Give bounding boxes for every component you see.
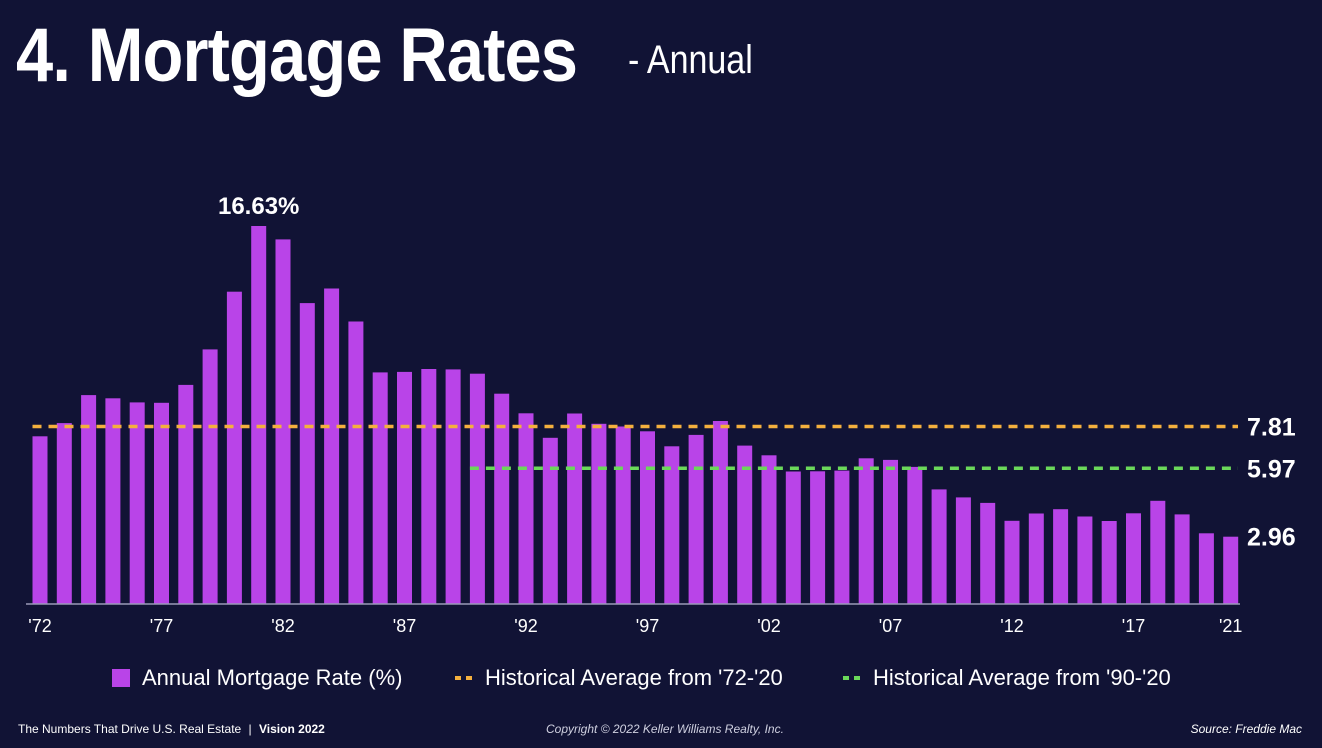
bar-18 (1150, 500, 1166, 604)
bar-73 (56, 423, 72, 604)
bar-75 (105, 398, 121, 604)
bar-77 (154, 402, 169, 604)
bar-92 (518, 413, 534, 604)
bar-79 (202, 349, 218, 604)
reference-line-label: 5.97 (1247, 455, 1296, 483)
bar-04 (810, 471, 826, 604)
bar-90 (469, 373, 485, 604)
bar-10 (955, 497, 971, 604)
bar-72 (32, 436, 48, 604)
x-tick-label: '07 (879, 616, 902, 636)
legend-label-bars: Annual Mortgage Rate (%) (142, 665, 403, 690)
x-tick-label: '02 (757, 616, 780, 636)
x-tick-label: '72 (28, 616, 51, 636)
bar-88 (421, 369, 437, 604)
bar-02 (761, 455, 777, 604)
bar-93 (542, 437, 558, 604)
bar-74 (81, 395, 97, 604)
footer-tagline: The Numbers That Drive U.S. Real Estate … (18, 722, 325, 736)
x-tick-label: '97 (636, 616, 659, 636)
bar-15 (1077, 516, 1093, 604)
legend-item-bars: Annual Mortgage Rate (%) (112, 665, 402, 691)
x-tick-label: '21 (1219, 616, 1242, 636)
bar-17 (1126, 513, 1141, 604)
bar-21 (1223, 536, 1239, 604)
footer-separator: | (248, 722, 252, 736)
bar-12 (1004, 520, 1020, 604)
bar-83 (299, 303, 315, 604)
bar-89 (445, 369, 461, 604)
bar-97 (640, 431, 655, 604)
legend-item-avg-72-20: Historical Average from '72-'20 (455, 665, 783, 691)
bar-98 (664, 446, 680, 604)
bar-20 (1198, 533, 1214, 604)
bar-80 (226, 291, 242, 604)
bar-84 (324, 288, 340, 604)
legend-label-avg-90-20: Historical Average from '90-'20 (873, 665, 1171, 690)
bar-00 (712, 421, 728, 604)
page-title: 4. Mortgage Rates (16, 13, 578, 98)
legend-item-avg-90-20: Historical Average from '90-'20 (843, 665, 1171, 691)
x-tick-label: '17 (1122, 616, 1145, 636)
bar-05 (834, 470, 850, 604)
mortgage-rate-chart: '72 '77 '82 '87 '92 '97 '02 '07 '12 '17 '21 7.81 5.9… (26, 193, 1296, 636)
footer-copyright: Copyright © 2022 Keller Williams Realty,… (546, 722, 784, 736)
bar-94 (567, 413, 583, 604)
bar-85 (348, 321, 364, 604)
x-tick-label: '12 (1000, 616, 1023, 636)
x-tick-label: '87 (393, 616, 416, 636)
reference-line-label: 7.81 (1247, 414, 1296, 442)
x-tick-label: '82 (271, 616, 294, 636)
data-label-last: 2.96 (1247, 524, 1296, 552)
page-subtitle: - Annual (628, 38, 753, 82)
bar-91 (494, 393, 510, 604)
footer-left-text: The Numbers That Drive U.S. Real Estate (18, 722, 242, 736)
bar-13 (1028, 513, 1044, 604)
x-tick-label: '77 (150, 616, 173, 636)
x-tick-label: '92 (514, 616, 537, 636)
bar-19 (1174, 514, 1190, 604)
bar-76 (129, 402, 145, 604)
bar-96 (615, 426, 631, 604)
legend-swatch-bar (112, 669, 130, 687)
legend-dash-orange (455, 676, 473, 680)
bar-81 (251, 226, 267, 604)
bar-01 (737, 445, 753, 604)
footer-source: Source: Freddie Mac (1190, 722, 1302, 736)
bar-16 (1101, 521, 1117, 604)
title-block: 4. Mortgage Rates (16, 12, 654, 99)
bar-86 (372, 372, 388, 604)
chart-legend: Annual Mortgage Rate (%) Historical Aver… (0, 665, 1322, 699)
bar-78 (178, 384, 194, 604)
bar-07 (883, 459, 898, 604)
legend-label-avg-72-20: Historical Average from '72-'20 (485, 665, 783, 690)
bar-95 (591, 423, 607, 604)
bar-09 (931, 489, 947, 604)
bar-99 (688, 434, 704, 604)
bar-03 (785, 471, 801, 604)
legend-dash-green (843, 676, 861, 680)
data-label-peak: 16.63% (218, 193, 299, 220)
bar-06 (858, 458, 874, 604)
bar-11 (980, 502, 996, 604)
bar-08 (907, 466, 923, 604)
bar-87 (397, 371, 412, 604)
bar-82 (275, 239, 291, 604)
bar-14 (1053, 509, 1069, 604)
footer-event: Vision 2022 (259, 722, 325, 736)
